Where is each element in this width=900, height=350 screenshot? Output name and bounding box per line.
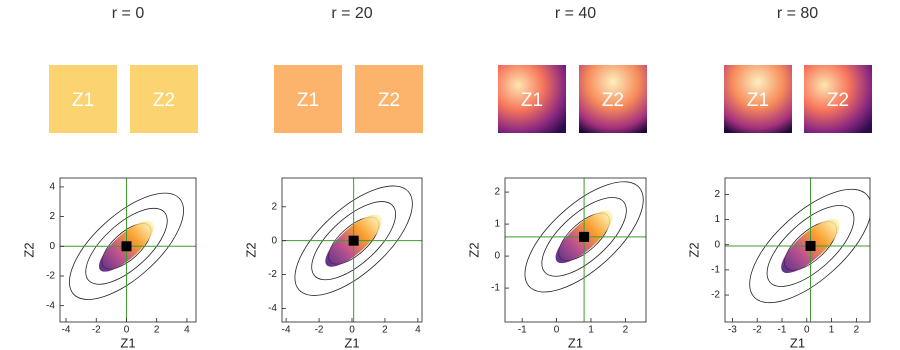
x-tick-label: 0	[804, 325, 810, 336]
plot-area	[505, 178, 646, 322]
y-tick-label: 4	[49, 182, 55, 193]
tile-texture	[130, 65, 198, 133]
tile-label: Z2	[602, 90, 624, 111]
tile-label: Z2	[827, 90, 849, 111]
x-axis-label: Z1	[344, 335, 359, 350]
y-tick-label: -1	[491, 283, 500, 294]
y-axis-label: Z2	[243, 242, 258, 257]
y-tick-label: 0	[714, 239, 720, 250]
x-axis-label: Z1	[790, 335, 805, 350]
y-axis-label: Z2	[466, 242, 481, 257]
x-tick-label: 2	[382, 325, 388, 336]
x-axis-label: Z1	[120, 335, 135, 350]
marker	[579, 231, 590, 242]
y-tick-label: -4	[268, 303, 277, 314]
y-tick-label: 0	[271, 235, 277, 246]
y-tick-label: 2	[49, 211, 55, 222]
y-tick-label: 0	[49, 241, 55, 252]
x-tick-label: 0	[554, 325, 560, 336]
x-tick-label: -4	[282, 325, 291, 336]
marker	[121, 241, 132, 252]
tile-label: Z2	[378, 90, 400, 111]
tile-texture	[355, 65, 423, 133]
tile-texture	[274, 65, 342, 133]
tile-texture	[49, 65, 117, 133]
x-tick-label: 0	[349, 325, 355, 336]
x-tick-label: -2	[753, 325, 762, 336]
y-axis-label: Z2	[686, 242, 701, 257]
y-tick-label: -2	[711, 290, 720, 301]
tile-label: Z1	[297, 90, 319, 111]
contour	[69, 192, 184, 300]
y-tick-label: -4	[46, 300, 55, 311]
contour	[311, 201, 397, 281]
contour	[749, 188, 870, 304]
x-tick-label: 2	[854, 325, 860, 336]
tile	[498, 65, 566, 133]
tile-label: Z1	[521, 90, 543, 111]
x-tick-label: -2	[92, 325, 101, 336]
contour	[524, 181, 644, 293]
x-tick-label: -2	[315, 325, 324, 336]
plot-frame	[504, 177, 647, 323]
tile	[579, 65, 647, 133]
tile	[724, 65, 792, 133]
x-tick-label: -4	[62, 325, 71, 336]
x-tick-label: -1	[778, 325, 787, 336]
plot-frame	[724, 177, 871, 323]
x-tick-label: 4	[184, 325, 190, 336]
tile-label: Z1	[747, 90, 769, 111]
x-tick-label: 0	[124, 325, 130, 336]
y-tick-label: -2	[46, 271, 55, 282]
x-tick-label: -1	[518, 325, 527, 336]
x-tick-label: 2	[154, 325, 160, 336]
x-axis-label: Z1	[568, 335, 583, 350]
y-tick-label: 2	[494, 187, 500, 198]
contour	[85, 207, 168, 285]
tile-label: Z2	[153, 90, 175, 111]
y-tick-label: -1	[711, 265, 720, 276]
tile-label: Z1	[72, 90, 94, 111]
y-tick-label: 0	[494, 251, 500, 262]
panel-title: r = 20	[331, 5, 372, 22]
panel-title: r = 80	[777, 5, 818, 22]
plot-frame	[59, 177, 197, 323]
x-tick-label: 1	[829, 325, 835, 336]
contour	[766, 205, 855, 287]
x-tick-label: 2	[623, 325, 629, 336]
y-tick-label: -2	[268, 269, 277, 280]
y-axis-label: Z2	[21, 242, 36, 257]
x-tick-label: 4	[415, 325, 421, 336]
x-tick-label: -3	[728, 325, 737, 336]
panel-title: r = 40	[555, 5, 596, 22]
tile	[804, 65, 872, 133]
marker	[805, 240, 816, 251]
contour	[541, 197, 627, 277]
y-tick-label: 1	[494, 219, 500, 230]
x-tick-label: 1	[588, 325, 594, 336]
contour	[294, 185, 413, 296]
panel-title: r = 0	[112, 5, 145, 22]
y-tick-label: 2	[714, 189, 720, 200]
marker	[348, 235, 359, 246]
y-tick-label: 2	[271, 201, 277, 212]
y-tick-label: 1	[714, 214, 720, 225]
